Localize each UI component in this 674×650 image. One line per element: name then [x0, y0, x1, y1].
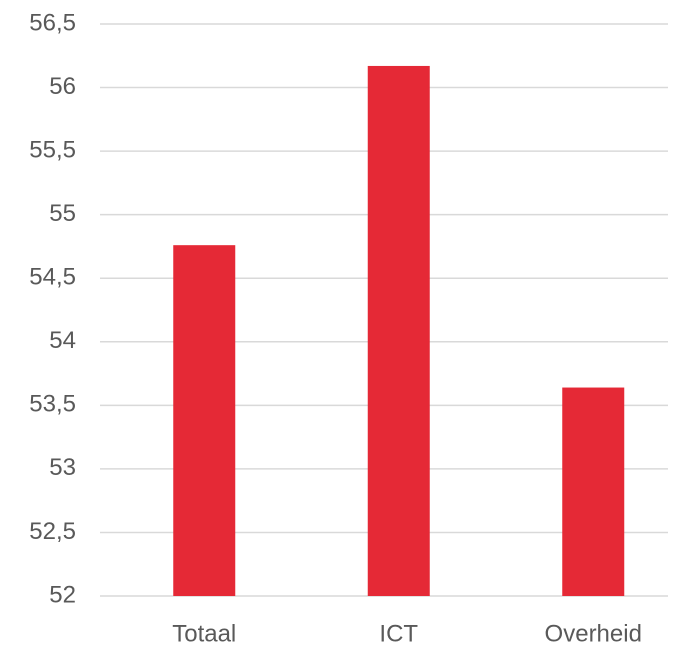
x-tick-label: Overheid [545, 620, 642, 647]
y-tick-label: 55 [49, 200, 76, 227]
y-tick-label: 55,5 [29, 136, 76, 163]
bar [367, 65, 430, 597]
y-tick-label: 52 [49, 581, 76, 608]
y-tick-label: 52,5 [29, 518, 76, 545]
y-tick-label: 56,5 [29, 9, 76, 36]
bar [173, 245, 236, 596]
y-tick-label: 53 [49, 454, 76, 481]
bar [562, 387, 625, 596]
y-tick-label: 54 [49, 327, 76, 354]
x-tick-label: Totaal [172, 620, 236, 647]
y-tick-label: 53,5 [29, 391, 76, 418]
y-tick-label: 54,5 [29, 264, 76, 291]
y-tick-label: 56 [49, 73, 76, 100]
x-tick-label: ICT [379, 620, 418, 647]
